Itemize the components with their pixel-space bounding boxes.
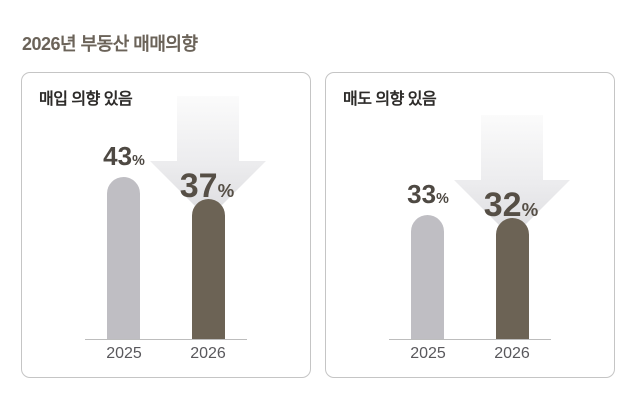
panel-title-buy: 매입 의향 있음 <box>39 91 133 108</box>
x-axis-line <box>85 339 247 340</box>
decrease-arrow-icon <box>150 96 266 219</box>
percent-sign: % <box>521 199 539 220</box>
bar-2025 <box>411 215 444 340</box>
value-number: 43 <box>103 141 133 171</box>
value-label-2025: 43% <box>103 143 145 169</box>
value-label-2026: 32% <box>484 188 538 222</box>
x-tick-label-2026: 2026 <box>190 345 226 362</box>
value-number: 32 <box>483 186 522 224</box>
chart-area-sell: 33% 32% 2025 2026 <box>326 73 614 362</box>
x-axis-line <box>389 339 551 340</box>
value-number: 37 <box>179 167 218 205</box>
bar-2026 <box>496 218 529 340</box>
chart-panels: 매입 의향 있음 43% 37% 2025 2026 매도 의향 있음 <box>21 72 615 378</box>
chart-area-buy: 43% 37% 2025 2026 <box>22 73 310 362</box>
decrease-arrow-icon <box>454 115 570 238</box>
value-number: 33 <box>407 179 437 209</box>
value-label-2026: 37% <box>180 169 234 203</box>
x-tick-label-2026: 2026 <box>494 345 530 362</box>
panel-title-sell: 매도 의향 있음 <box>343 91 437 108</box>
x-tick-label-2025: 2025 <box>106 345 142 362</box>
bar-2025 <box>107 177 140 340</box>
bar-2026 <box>192 199 225 340</box>
x-tick-label-2025: 2025 <box>410 345 446 362</box>
panel-buy-intention: 매입 의향 있음 43% 37% 2025 2026 <box>21 72 311 378</box>
percent-sign: % <box>436 191 449 207</box>
percent-sign: % <box>217 180 235 201</box>
percent-sign: % <box>132 153 145 169</box>
page-title: 2026년 부동산 매매의향 <box>22 34 198 54</box>
panel-sell-intention: 매도 의향 있음 33% 32% 2025 2026 <box>325 72 615 378</box>
value-label-2025: 33% <box>407 181 449 207</box>
